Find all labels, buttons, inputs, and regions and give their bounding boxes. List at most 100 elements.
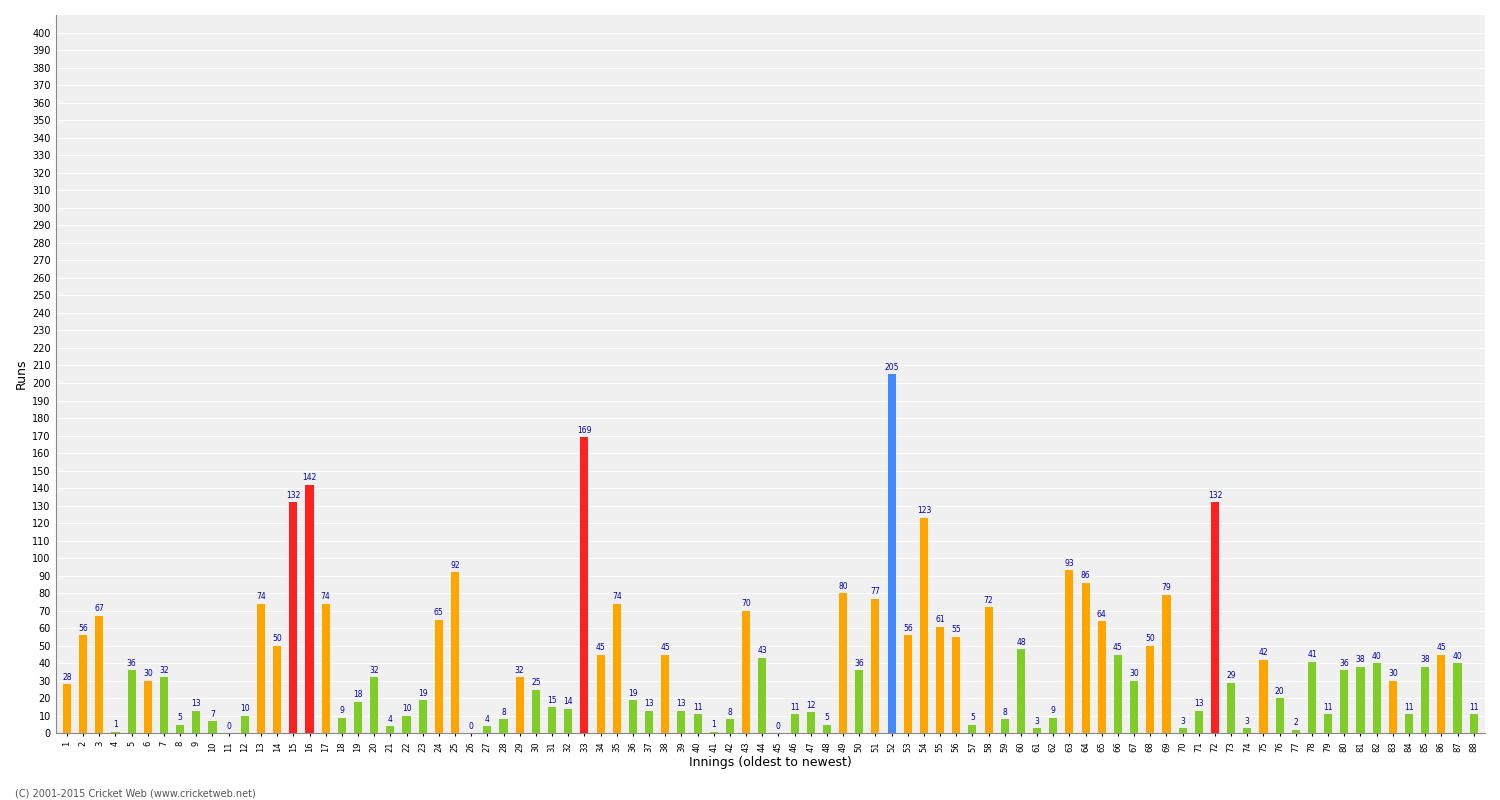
Bar: [855, 670, 864, 734]
Bar: [63, 684, 70, 734]
Bar: [1065, 570, 1074, 734]
Text: 12: 12: [806, 701, 816, 710]
Text: 86: 86: [1082, 571, 1090, 580]
Bar: [839, 594, 848, 734]
Text: 67: 67: [94, 605, 104, 614]
Text: 36: 36: [128, 658, 136, 668]
Bar: [726, 719, 734, 734]
Bar: [1341, 670, 1348, 734]
Bar: [192, 710, 201, 734]
Text: 65: 65: [433, 608, 444, 617]
Bar: [516, 678, 524, 734]
Bar: [824, 725, 831, 734]
Bar: [306, 485, 314, 734]
Text: 5: 5: [177, 713, 183, 722]
Text: 11: 11: [1468, 702, 1479, 711]
Bar: [1324, 714, 1332, 734]
Text: 132: 132: [286, 490, 300, 499]
Bar: [1048, 718, 1058, 734]
Text: 92: 92: [450, 561, 460, 570]
Text: 14: 14: [564, 698, 573, 706]
Bar: [532, 690, 540, 734]
Text: 7: 7: [210, 710, 214, 718]
Bar: [1275, 698, 1284, 734]
Bar: [952, 637, 960, 734]
Text: 19: 19: [419, 689, 428, 698]
Text: 8: 8: [1002, 708, 1007, 717]
Text: 1: 1: [112, 720, 118, 729]
Text: 32: 32: [159, 666, 170, 674]
Bar: [1162, 595, 1170, 734]
Bar: [338, 718, 346, 734]
Bar: [500, 719, 507, 734]
Text: 8: 8: [501, 708, 506, 717]
Bar: [483, 726, 492, 734]
Bar: [612, 604, 621, 734]
Text: 32: 32: [514, 666, 525, 674]
Bar: [662, 654, 669, 734]
Bar: [290, 502, 297, 734]
Text: 55: 55: [951, 626, 962, 634]
Bar: [1146, 646, 1155, 734]
Bar: [645, 710, 652, 734]
Text: 70: 70: [741, 599, 752, 608]
Bar: [160, 678, 168, 734]
Text: 15: 15: [548, 695, 556, 705]
Text: 48: 48: [1016, 638, 1026, 646]
Bar: [1356, 667, 1365, 734]
Text: 123: 123: [916, 506, 932, 515]
Bar: [435, 619, 442, 734]
Text: 19: 19: [628, 689, 638, 698]
Bar: [1292, 730, 1300, 734]
Bar: [936, 626, 944, 734]
Text: 13: 13: [676, 699, 686, 708]
Text: 32: 32: [369, 666, 380, 674]
Text: 142: 142: [303, 473, 316, 482]
Text: 13: 13: [1194, 699, 1203, 708]
Text: 132: 132: [1208, 490, 1222, 499]
Bar: [1000, 719, 1010, 734]
Text: (C) 2001-2015 Cricket Web (www.cricketweb.net): (C) 2001-2015 Cricket Web (www.cricketwe…: [15, 788, 255, 798]
Text: 41: 41: [1306, 650, 1317, 659]
Bar: [758, 658, 766, 734]
Text: 11: 11: [693, 702, 702, 711]
Bar: [1082, 582, 1089, 734]
Bar: [1196, 710, 1203, 734]
Text: 0: 0: [226, 722, 231, 731]
Text: 169: 169: [578, 426, 591, 434]
Text: 45: 45: [1113, 643, 1124, 652]
Text: 45: 45: [660, 643, 670, 652]
Bar: [628, 700, 638, 734]
Bar: [580, 438, 588, 734]
Bar: [984, 607, 993, 734]
Bar: [111, 732, 120, 734]
Text: 4: 4: [484, 715, 490, 724]
Bar: [96, 616, 104, 734]
Text: 36: 36: [1340, 658, 1348, 668]
Text: 38: 38: [1420, 655, 1430, 664]
Text: 9: 9: [1052, 706, 1056, 715]
Text: 38: 38: [1356, 655, 1365, 664]
Bar: [1372, 663, 1380, 734]
Bar: [1210, 502, 1219, 734]
Bar: [1244, 728, 1251, 734]
Bar: [564, 709, 573, 734]
Bar: [209, 721, 216, 734]
Bar: [1406, 714, 1413, 734]
Text: 40: 40: [1372, 652, 1382, 661]
Bar: [452, 572, 459, 734]
Text: 25: 25: [531, 678, 540, 687]
Bar: [128, 670, 135, 734]
Bar: [742, 610, 750, 734]
Text: 72: 72: [984, 596, 993, 605]
Text: 42: 42: [1258, 648, 1269, 658]
Y-axis label: Runs: Runs: [15, 359, 28, 390]
Bar: [1260, 660, 1268, 734]
Bar: [321, 604, 330, 734]
Text: 4: 4: [388, 715, 393, 724]
Text: 205: 205: [885, 362, 898, 371]
Bar: [1437, 654, 1446, 734]
Bar: [1114, 654, 1122, 734]
Text: 10: 10: [240, 704, 249, 714]
Text: 40: 40: [1452, 652, 1462, 661]
